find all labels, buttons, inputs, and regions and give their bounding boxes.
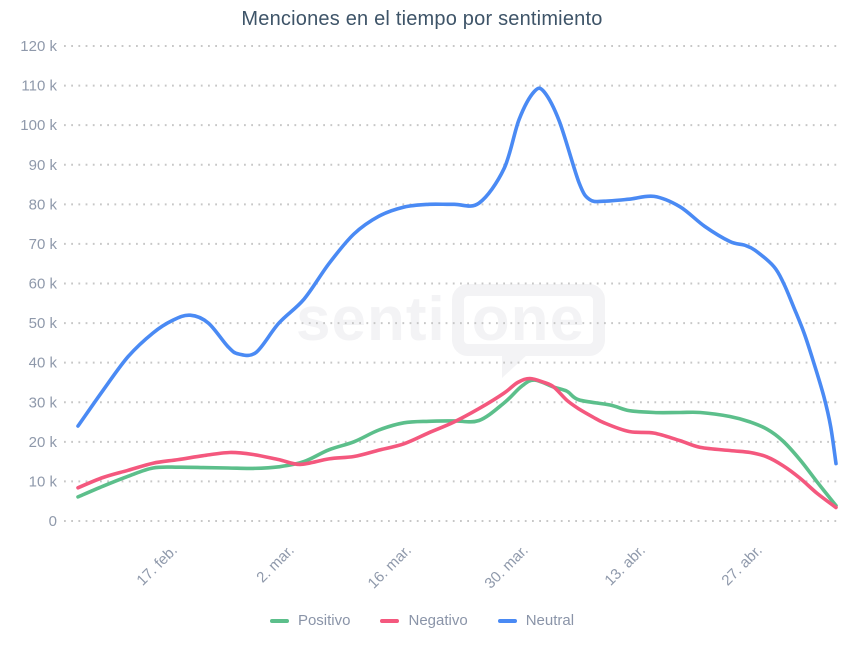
y-axis-tick-label: 40 k: [29, 355, 58, 372]
y-axis-tick-label: 10 k: [29, 473, 58, 490]
legend-dash-icon-positivo: [269, 618, 289, 623]
y-axis-tick-label: 60 k: [29, 276, 58, 293]
y-axis-tick-label: 70 k: [29, 236, 58, 253]
legend-item-negativo[interactable]: Negativo: [380, 612, 468, 629]
legend-label: Positivo: [297, 612, 351, 629]
legend-label: Neutral: [525, 612, 575, 629]
legend-item-neutral[interactable]: Neutral: [497, 612, 575, 629]
y-axis-tick-label: 20 k: [29, 434, 58, 451]
chart-legend: Positivo Negativo Neutral: [0, 612, 844, 629]
watermark-speech-bubble-icon: one: [451, 284, 605, 378]
y-axis-tick-label: 0: [49, 513, 57, 530]
legend-dash-icon-neutral: [497, 618, 517, 623]
y-axis-tick-label: 120 k: [20, 38, 57, 55]
legend-item-positivo[interactable]: Positivo: [269, 612, 351, 629]
series-line-negativo[interactable]: [76, 376, 838, 510]
y-axis-tick-label: 110 k: [21, 78, 57, 95]
y-axis-tick-label: 50 k: [29, 315, 58, 332]
y-axis-tick-label: 30 k: [29, 394, 58, 411]
x-axis-tick-label: 2. mar.: [253, 542, 297, 586]
x-axis-tick-label: 17. feb.: [133, 542, 180, 589]
watermark-text-one: one: [471, 285, 585, 354]
y-axis-tick-label: 100 k: [20, 117, 57, 134]
x-axis-tick-label: 30. mar.: [481, 542, 531, 592]
x-axis-tick-label: 27. abr.: [718, 542, 765, 589]
watermark-text-senti: senti: [296, 285, 446, 354]
series-line-neutral[interactable]: [76, 86, 838, 466]
y-axis-tick-label: 80 k: [29, 196, 58, 213]
x-axis-tick-label: 16. mar.: [365, 542, 415, 592]
sentione-watermark-logo: senti one: [296, 284, 605, 378]
y-axis-tick-label: 90 k: [29, 157, 58, 174]
legend-dash-icon-negativo: [380, 618, 400, 623]
legend-label: Negativo: [408, 612, 468, 629]
x-axis-tick-label: 13. abr.: [601, 542, 648, 589]
chart-title: Menciones en el tiempo por sentimiento: [241, 8, 603, 30]
watermark-bubble-tail: [501, 354, 528, 378]
series-line-positivo[interactable]: [76, 378, 838, 508]
